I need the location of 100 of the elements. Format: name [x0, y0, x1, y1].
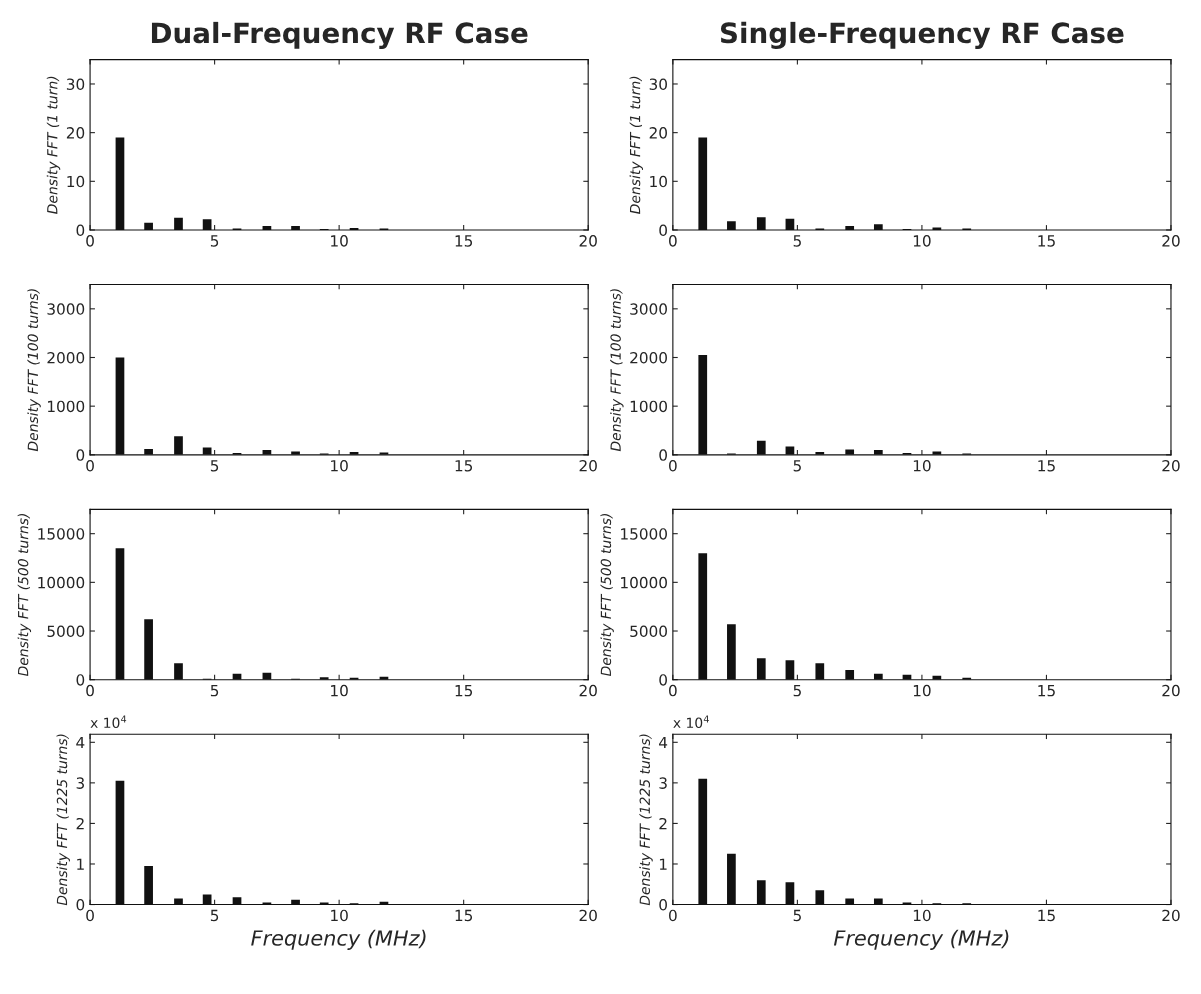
y-tick-label: 0 — [659, 899, 667, 911]
y-tick-label: 2 — [659, 817, 667, 830]
y-tick-label: 10000 — [38, 576, 85, 589]
x-tick-label: 15 — [1038, 909, 1055, 922]
y-tick-label: 30 — [649, 78, 667, 90]
y-tick-label: 3000 — [630, 303, 667, 315]
y-tick-label: 0 — [76, 224, 85, 236]
x-tick-label: 5 — [210, 685, 219, 697]
y-tick-label: 0 — [659, 224, 667, 236]
y-tick-label: 3 — [76, 777, 84, 789]
x-tick-label: 10 — [331, 235, 348, 247]
y-axis-title: Density FFT (1225 turns) — [639, 734, 653, 906]
x-axis-title: Frequency (MHz) — [251, 929, 426, 950]
y-tick-label: 15000 — [621, 528, 667, 540]
x-tick-label: 20 — [579, 235, 597, 247]
x-tick-label: 10 — [913, 459, 931, 472]
x-tick-label: 15 — [455, 235, 473, 247]
y-tick-label: 5000 — [630, 625, 667, 638]
x-tick-label: 15 — [455, 460, 473, 472]
bar — [727, 624, 736, 680]
y-tick-label: 1000 — [630, 400, 667, 413]
x-tick-label: 20 — [1162, 235, 1180, 247]
y-tick-label: 0 — [76, 449, 85, 461]
bar — [727, 853, 736, 905]
x-tick-label: 15 — [1038, 235, 1055, 247]
bar — [845, 898, 855, 905]
y-axis-title: Density FFT (100 turns) — [610, 289, 624, 452]
x-tick-label: 5 — [210, 909, 219, 922]
bar — [291, 451, 300, 455]
x-tick-label: 20 — [1162, 684, 1180, 697]
x-tick-label: 0 — [669, 684, 677, 697]
x-tick-label: 20 — [579, 684, 597, 697]
x-tick-label: 15 — [1038, 460, 1055, 472]
x-tick-label: 20 — [1162, 459, 1180, 472]
x-tick-label: 10 — [331, 459, 348, 472]
x-tick-label: 5 — [793, 235, 801, 247]
y-tick-label: 10 — [67, 175, 85, 188]
chart-title: Single-Frequency RF Case — [720, 21, 1124, 49]
bar — [115, 357, 125, 455]
x-tick-label: 0 — [669, 459, 677, 472]
x-tick-label: 15 — [1038, 685, 1055, 697]
x-tick-label: 5 — [793, 685, 801, 697]
y-tick-label: 2000 — [47, 351, 85, 364]
x-tick-label: 20 — [579, 459, 597, 472]
bar — [144, 619, 153, 680]
x-tick-label: 0 — [86, 909, 94, 922]
bar — [698, 778, 708, 905]
bar — [845, 449, 855, 455]
x-tick-label: 10 — [331, 909, 348, 922]
y-tick-label: 0 — [659, 449, 667, 461]
y-axis-title: Density FFT (1 turn) — [46, 76, 61, 214]
y-tick-label: 30 — [66, 78, 85, 90]
text: x 10$^{4}$ — [673, 715, 709, 728]
y-tick-label: 1 — [77, 858, 84, 870]
y-tick-label: 4 — [659, 736, 668, 749]
bar — [115, 548, 125, 680]
bar — [698, 553, 708, 680]
bar — [815, 890, 825, 905]
bar — [174, 663, 183, 680]
text: x 10$^{4}$ — [90, 715, 127, 728]
x-tick-label: 10 — [331, 684, 348, 697]
x-tick-label: 5 — [210, 235, 219, 247]
y-tick-label: 2 — [76, 817, 84, 830]
y-tick-label: 3 — [659, 777, 667, 789]
y-tick-label: 0 — [76, 674, 85, 686]
x-tick-label: 5 — [793, 460, 801, 472]
x-tick-label: 15 — [455, 909, 473, 922]
x-tick-label: 10 — [913, 684, 931, 697]
x-tick-label: 10 — [913, 909, 931, 922]
bar — [174, 436, 183, 455]
y-tick-label: 10000 — [621, 576, 667, 589]
x-tick-label: 0 — [86, 684, 94, 697]
y-axis-title: Density FFT (500 turns) — [600, 514, 614, 677]
y-tick-label: 2000 — [630, 351, 667, 364]
bar — [756, 440, 766, 455]
bar — [756, 880, 766, 905]
x-tick-label: 10 — [913, 235, 931, 247]
bar — [144, 866, 153, 905]
y-axis-title: Density FFT (100 turns) — [27, 289, 41, 452]
y-axis-title: Density FFT (1225 turns) — [56, 734, 70, 906]
y-axis-title: Density FFT (1 turn) — [629, 76, 644, 214]
bar — [174, 898, 183, 905]
y-tick-label: 1 — [659, 858, 667, 870]
y-tick-label: 3000 — [47, 303, 85, 315]
x-axis-title: Frequency (MHz) — [833, 929, 1009, 950]
chart-title: Dual-Frequency RF Case — [151, 21, 528, 49]
y-axis-title: Density FFT (500 turns) — [17, 514, 32, 677]
bar — [873, 898, 883, 905]
y-tick-label: 4 — [76, 736, 85, 749]
bar — [815, 663, 825, 680]
bar — [115, 780, 125, 905]
x-tick-label: 5 — [793, 909, 801, 922]
y-tick-label: 20 — [66, 127, 85, 139]
x-tick-label: 20 — [1162, 909, 1180, 922]
y-tick-label: 15000 — [38, 528, 85, 540]
x-tick-label: 0 — [669, 909, 677, 922]
x-tick-label: 0 — [669, 235, 677, 247]
bar — [845, 669, 855, 680]
y-tick-label: 5000 — [47, 625, 85, 638]
x-tick-label: 15 — [455, 685, 473, 697]
